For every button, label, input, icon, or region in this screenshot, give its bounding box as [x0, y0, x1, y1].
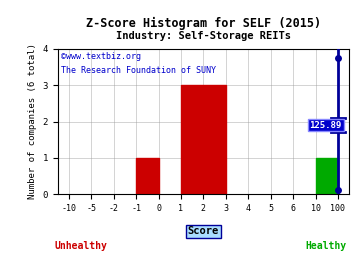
Text: Z-Score Histogram for SELF (2015): Z-Score Histogram for SELF (2015): [86, 16, 321, 30]
Text: ©www.textbiz.org: ©www.textbiz.org: [60, 52, 140, 60]
Text: Unhealthy: Unhealthy: [54, 241, 107, 251]
Bar: [181, 85, 226, 194]
Bar: [136, 158, 158, 194]
Text: 125.89: 125.89: [310, 121, 342, 130]
Text: The Research Foundation of SUNY: The Research Foundation of SUNY: [60, 66, 216, 75]
Bar: [316, 158, 338, 194]
Text: Industry: Self-Storage REITs: Industry: Self-Storage REITs: [116, 31, 291, 41]
Text: Healthy: Healthy: [305, 241, 346, 251]
Y-axis label: Number of companies (6 total): Number of companies (6 total): [28, 43, 37, 200]
Text: Score: Score: [188, 227, 219, 237]
